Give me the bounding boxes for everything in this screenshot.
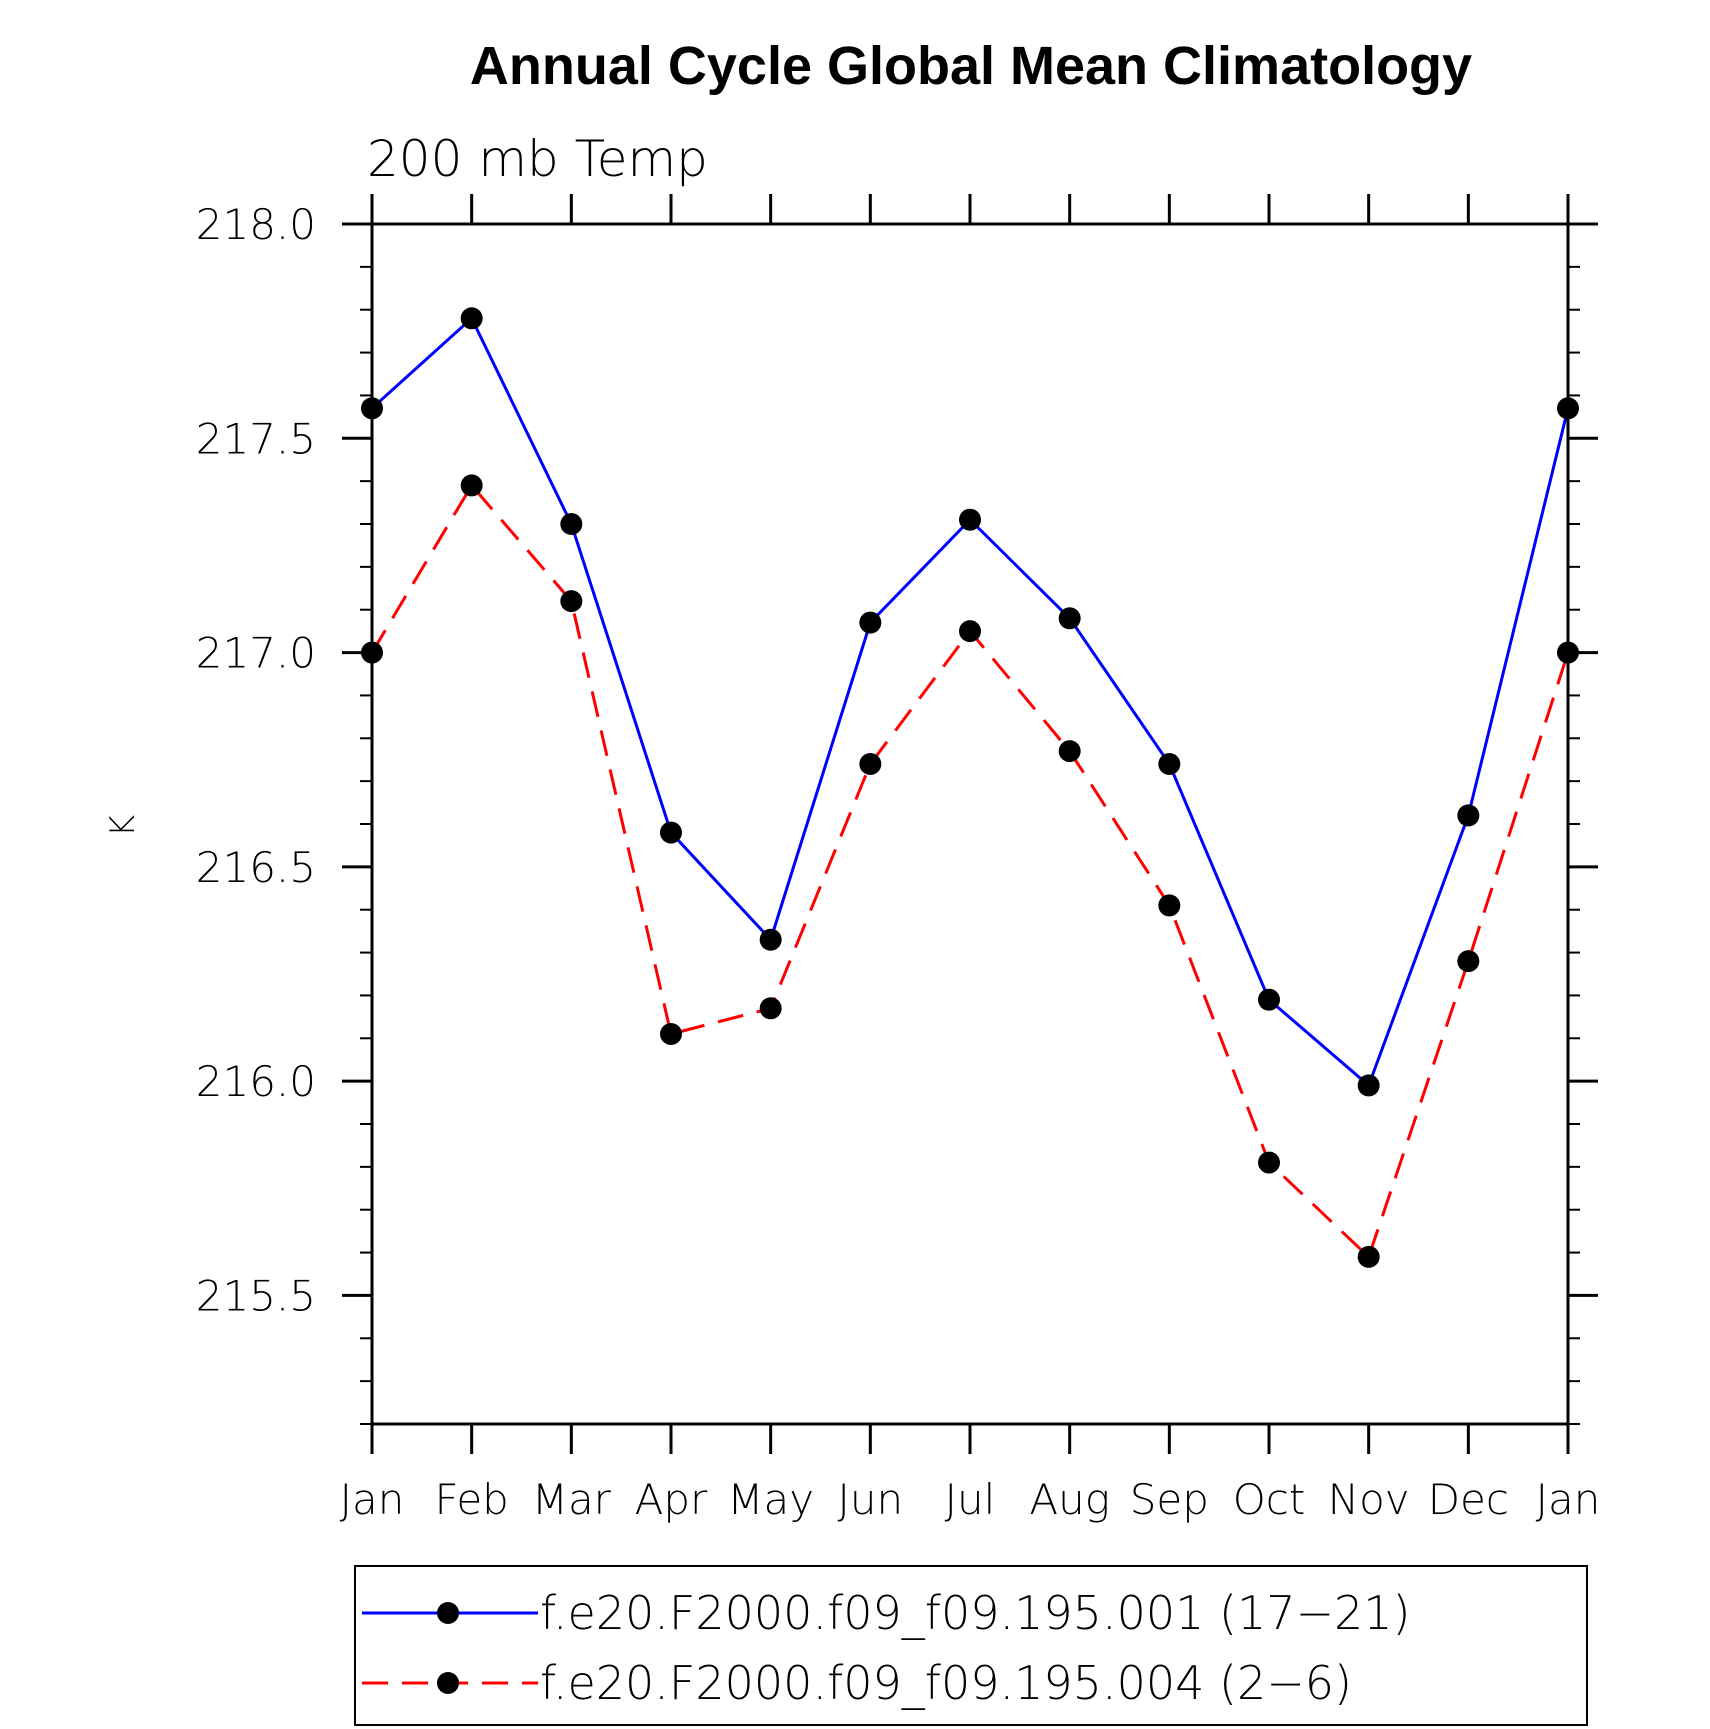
data-point — [361, 641, 383, 664]
data-point — [1258, 1151, 1280, 1174]
data-point — [759, 997, 782, 1020]
y-tick-label: 216.5 — [196, 843, 316, 892]
legend-label-1: f.e20.F2000.f09_f09.195.001 (17−21) — [540, 1586, 1411, 1640]
data-point — [959, 508, 981, 531]
x-tick-label: Sep — [1130, 1475, 1209, 1524]
x-tick-label: Mar — [532, 1475, 612, 1524]
data-point — [1557, 397, 1579, 420]
data-point — [759, 928, 782, 951]
data-point — [560, 513, 583, 535]
legend: f.e20.F2000.f09_f09.195.001 (17−21) f.e20… — [354, 1565, 1588, 1726]
data-point — [460, 474, 483, 497]
legend-box — [354, 1565, 1588, 1726]
x-tick-label: Jan — [1536, 1475, 1601, 1524]
data-point — [1457, 804, 1480, 827]
chart-title: Annual Cycle Global Mean Climatology — [470, 36, 1472, 96]
x-tick-label: Feb — [434, 1475, 508, 1524]
y-axis-label: K — [103, 815, 143, 837]
y-tick-label: 215.5 — [196, 1271, 316, 1320]
x-tick-label: May — [727, 1475, 814, 1524]
data-point — [959, 620, 981, 643]
data-point — [660, 1023, 682, 1045]
data-point — [859, 611, 882, 634]
x-tick-label: Jun — [838, 1475, 904, 1524]
y-tick-label: 216.0 — [196, 1057, 316, 1106]
y-tick-label: 217.5 — [196, 414, 316, 463]
legend-marker-1 — [437, 1602, 459, 1624]
data-point — [1557, 641, 1579, 664]
data-point — [1158, 894, 1181, 917]
data-point — [1457, 950, 1480, 973]
plot-frame — [370, 222, 1570, 1426]
legend-marker-2 — [437, 1672, 459, 1694]
data-point — [660, 821, 682, 844]
x-tick-label: Oct — [1233, 1475, 1306, 1524]
series-line-2 — [370, 482, 1570, 1260]
x-tick-label: Jul — [945, 1475, 996, 1524]
data-point — [1158, 753, 1181, 775]
data-point — [859, 753, 882, 775]
x-tick-label: Jan — [340, 1475, 405, 1524]
data-point — [560, 590, 583, 613]
data-point — [361, 397, 383, 420]
data-point — [460, 307, 483, 330]
data-point — [1058, 607, 1081, 630]
x-tick-label: Nov — [1328, 1475, 1410, 1524]
data-point — [1357, 1245, 1380, 1268]
data-point — [1357, 1074, 1380, 1097]
x-tick-label: Aug — [1029, 1475, 1110, 1524]
data-point — [1058, 740, 1081, 763]
legend-label-2: f.e20.F2000.f09_f09.195.004 (2−6) — [540, 1656, 1352, 1710]
y-tick-label: 217.0 — [196, 629, 316, 678]
chart-subtitle: 200 mb Temp — [367, 130, 708, 188]
x-tick-label: Dec — [1428, 1475, 1509, 1524]
series-line-1 — [370, 315, 1570, 1088]
data-point — [1258, 988, 1280, 1011]
series-layer — [361, 307, 1579, 1268]
axes: 215.5 216.0 216.5 217.0 217.5 218.0 Jan Feb Mar A… — [196, 194, 1601, 1524]
x-tick-label: Apr — [635, 1475, 708, 1524]
y-tick-label: 218.0 — [196, 200, 316, 249]
